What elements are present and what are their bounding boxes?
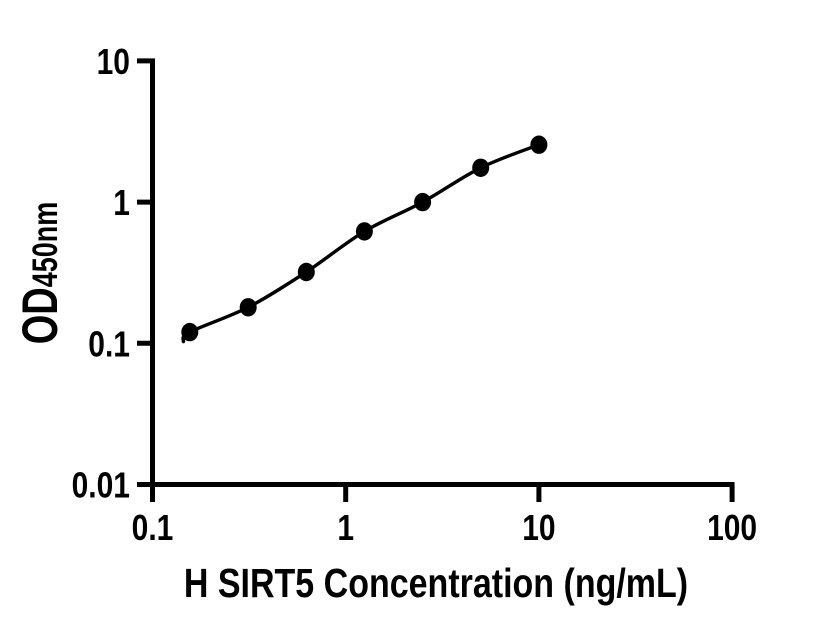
data-point-marker (530, 135, 548, 154)
data-points (181, 135, 548, 342)
y-axis-title-subscript: 450nm (24, 202, 65, 288)
x-tick-label-group: 0.1 (132, 508, 174, 548)
y-tick-label-group: 10 (97, 42, 130, 82)
y-tick-label-group: 0.01 (72, 466, 130, 506)
y-tick-label-group: 0.1 (88, 325, 130, 365)
data-point-marker (181, 322, 199, 342)
x-axis-ticks: 0.1 1 10 100 (132, 484, 757, 549)
y-tick-label: 1 (113, 184, 130, 224)
y-axis-title-main: OD (13, 287, 68, 344)
y-axis-title: OD450nm (13, 202, 68, 345)
y-axis-title-group: OD450nm (13, 202, 68, 345)
x-tick-label: 0.1 (132, 508, 174, 548)
x-tick-label-group: 1 (337, 508, 354, 548)
y-tick-label: 10 (97, 42, 130, 82)
data-point-marker (414, 192, 432, 212)
x-tick-label-group: 10 (522, 508, 555, 548)
x-tick-label-group: 100 (707, 508, 757, 548)
data-point-marker (355, 222, 373, 241)
x-axis-title: H SIRT5 Concentration (ng/mL) (184, 560, 688, 606)
x-tick-label: 100 (707, 508, 757, 548)
data-point-marker (239, 298, 257, 317)
x-tick-label: 10 (522, 508, 555, 548)
y-tick-label: 0.1 (88, 325, 130, 365)
x-axis-title-group: H SIRT5 Concentration (ng/mL) (184, 560, 688, 606)
data-point-marker (472, 158, 490, 177)
x-tick-label: 1 (337, 508, 354, 548)
data-point-marker (297, 262, 315, 282)
y-tick-label: 0.01 (72, 466, 130, 506)
y-tick-label-group: 1 (113, 184, 130, 224)
y-axis-ticks: 10 1 0.1 0.01 (72, 42, 155, 506)
